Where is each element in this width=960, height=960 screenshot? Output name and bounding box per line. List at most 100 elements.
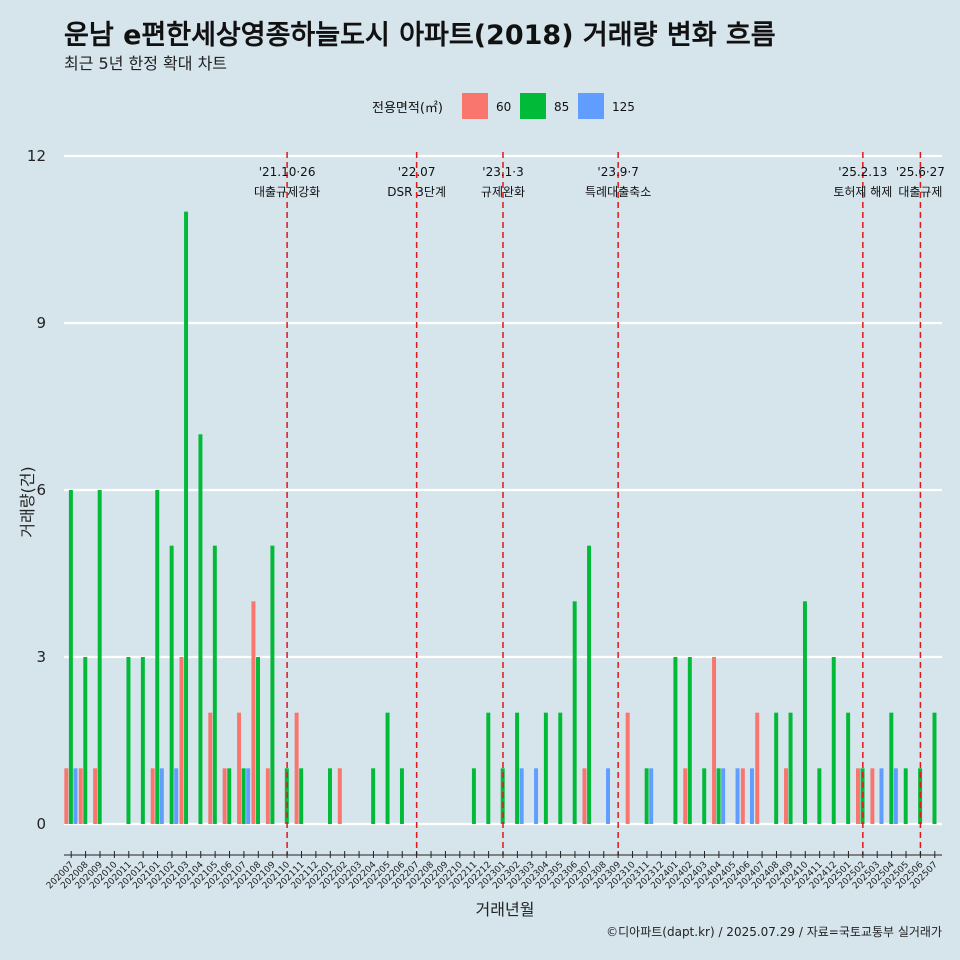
bar-85-202501 xyxy=(846,712,851,824)
bar-60-202108 xyxy=(251,601,256,824)
bar-85-202108 xyxy=(256,657,260,824)
chart-subtitle: 최근 5년 한정 확대 차트 xyxy=(64,54,227,73)
bar-85-202111 xyxy=(299,768,304,824)
bar-85-202311 xyxy=(644,768,649,824)
bar-85-202109 xyxy=(270,545,275,824)
bar-85-202212 xyxy=(486,712,491,824)
bar-60-202503 xyxy=(870,768,875,824)
bar-60-202406 xyxy=(740,768,745,824)
bar-85-202011 xyxy=(126,657,131,824)
legend-label-60: 60 xyxy=(496,100,511,114)
bar-60-202111 xyxy=(294,712,299,824)
y-axis-label: 거래량(건) xyxy=(18,466,37,537)
bar-125-202107 xyxy=(246,768,251,824)
event-date: '23.1·3 xyxy=(482,165,523,179)
event-label: 대출규제 xyxy=(898,185,942,199)
bar-85-202009 xyxy=(97,490,102,824)
legend-label-85: 85 xyxy=(554,100,569,114)
bar-125-202303 xyxy=(534,768,539,824)
bar-125-202405 xyxy=(735,768,740,824)
bar-85-202507 xyxy=(932,712,937,824)
caption: ©디아파트(dapt.kr) / 2025.07.29 / 자료=국토교통부 실… xyxy=(606,925,942,939)
bar-125-202406 xyxy=(749,768,754,824)
bar-85-202408 xyxy=(774,712,779,824)
y-axis: 0 3 6 9 12 xyxy=(27,147,46,833)
bar-85-202410 xyxy=(802,601,807,824)
bar-85-202204 xyxy=(371,768,376,824)
bar-85-202201 xyxy=(328,768,332,824)
legend-swatch-125 xyxy=(578,93,604,119)
y-tick-label: 12 xyxy=(27,147,46,165)
bar-60-202307 xyxy=(582,768,587,824)
bar-85-202101 xyxy=(155,490,160,824)
x-axis: 2020072020082020092020102020112020122021… xyxy=(45,851,942,891)
bar-60-202502 xyxy=(856,768,860,824)
bar-85-202504 xyxy=(889,712,894,824)
y-tick-label: 9 xyxy=(36,314,46,332)
y-tick-label: 6 xyxy=(36,481,46,499)
bar-60-202106 xyxy=(222,768,227,824)
event-label: 토허제 해제 xyxy=(833,185,892,199)
legend-title: 전용면적(㎡) xyxy=(372,101,443,116)
bar-85-202307 xyxy=(587,545,592,824)
bar-125-202007 xyxy=(73,768,78,824)
bar-85-202411 xyxy=(817,768,822,824)
event-label: 규제완화 xyxy=(481,185,525,199)
bar-85-202302 xyxy=(515,712,520,824)
bar-85-202304 xyxy=(543,712,548,824)
event-date: '25.2.13 xyxy=(838,165,887,179)
bar-60-202109 xyxy=(265,768,270,824)
bar-85-202211 xyxy=(471,768,476,824)
bar-85-202409 xyxy=(788,712,793,824)
bar-85-202206 xyxy=(399,768,404,824)
legend: 전용면적(㎡) 60 85 125 xyxy=(372,93,635,119)
event-date: '22.07 xyxy=(398,165,436,179)
bar-60-202101 xyxy=(150,768,155,824)
bar-85-202403 xyxy=(702,768,707,824)
bar-85-202401 xyxy=(673,657,678,824)
bar-125-202308 xyxy=(606,768,610,824)
bar-85-202106 xyxy=(227,768,232,824)
y-tick-label: 3 xyxy=(36,648,46,666)
bar-60-202103 xyxy=(179,657,184,824)
event-label: 대출규제강화 xyxy=(254,185,320,199)
bar-85-202102 xyxy=(169,545,174,824)
bar-125-202101 xyxy=(159,768,164,824)
bar-60-202407 xyxy=(755,712,760,824)
bar-85-202012 xyxy=(140,657,145,824)
event-date: '21.10·26 xyxy=(259,165,316,179)
bar-85-202104 xyxy=(198,434,203,824)
x-axis-label: 거래년월 xyxy=(476,900,535,919)
bar-85-202105 xyxy=(212,545,217,824)
bar-125-202102 xyxy=(174,768,179,824)
bar-60-202107 xyxy=(237,712,242,824)
y-tick-label: 0 xyxy=(36,815,46,833)
bar-85-202008 xyxy=(83,657,88,824)
event-label: 특례대출축소 xyxy=(585,185,651,199)
bar-60-202008 xyxy=(78,768,83,824)
chart-title: 운남 e편한세상영종하늘도시 아파트(2018) 거래량 변화 흐름 xyxy=(64,20,776,51)
bar-60-202404 xyxy=(712,657,717,824)
bar-85-202412 xyxy=(831,657,836,824)
bar-85-202305 xyxy=(558,712,563,824)
event-annotations: '21.10·26 대출규제강화 '22.07 DSR 3단계 '23.1·3 규제완화 '… xyxy=(254,152,945,855)
bar-60-202402 xyxy=(683,768,688,824)
bar-60-202007 xyxy=(64,768,69,824)
bar-85-202205 xyxy=(385,712,390,824)
bar-85-202306 xyxy=(572,601,577,824)
event-label: DSR 3단계 xyxy=(387,185,446,199)
bar-85-202103 xyxy=(184,211,189,825)
event-date: '25.6·27 xyxy=(896,165,945,179)
legend-swatch-60 xyxy=(462,93,488,119)
legend-swatch-85 xyxy=(520,93,546,119)
bar-125-202503 xyxy=(879,768,884,824)
bar-85-202402 xyxy=(687,657,692,824)
bar-125-202504 xyxy=(893,768,898,824)
bar-60-202202 xyxy=(337,768,342,824)
bar-85-202505 xyxy=(903,768,908,824)
bar-125-202404 xyxy=(721,768,726,824)
bar-60-202009 xyxy=(93,768,98,824)
bar-60-202310 xyxy=(625,712,630,824)
event-date: '23.9·7 xyxy=(597,165,638,179)
